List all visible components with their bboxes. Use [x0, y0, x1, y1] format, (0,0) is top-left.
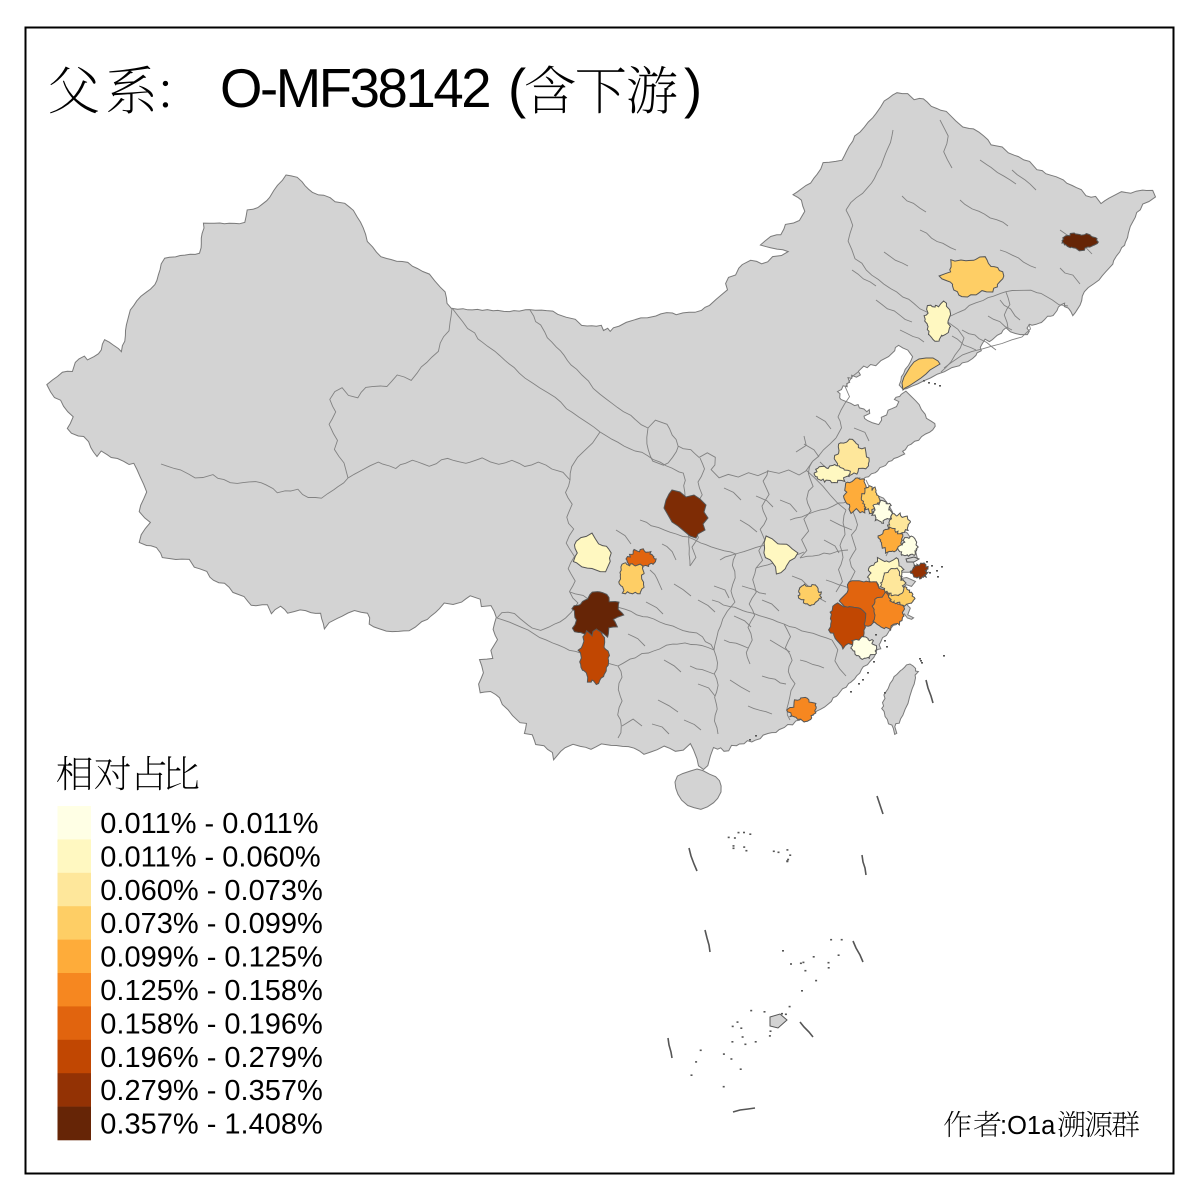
- svg-text:O-MF38142: O-MF38142: [220, 58, 489, 119]
- svg-text:0.125% - 0.158%: 0.125% - 0.158%: [100, 975, 322, 1007]
- svg-text:0.060% - 0.073%: 0.060% - 0.073%: [100, 875, 322, 907]
- svg-text::O1a: :O1a: [1000, 1112, 1056, 1140]
- svg-text:0.279% - 0.357%: 0.279% - 0.357%: [100, 1075, 322, 1107]
- svg-text:0.099% - 0.125%: 0.099% - 0.125%: [100, 942, 322, 974]
- svg-text:0.011% - 0.011%: 0.011% - 0.011%: [100, 808, 318, 840]
- svg-text:0.011% - 0.060%: 0.011% - 0.060%: [100, 841, 320, 873]
- svg-text:0.158% - 0.196%: 0.158% - 0.196%: [100, 1008, 322, 1040]
- svg-text:(: (: [508, 58, 526, 119]
- svg-text:): ): [684, 58, 702, 119]
- svg-text:0.196% - 0.279%: 0.196% - 0.279%: [100, 1042, 322, 1074]
- svg-text:0.073% - 0.099%: 0.073% - 0.099%: [100, 908, 322, 940]
- svg-text:0.357% - 1.408%: 0.357% - 1.408%: [100, 1109, 322, 1141]
